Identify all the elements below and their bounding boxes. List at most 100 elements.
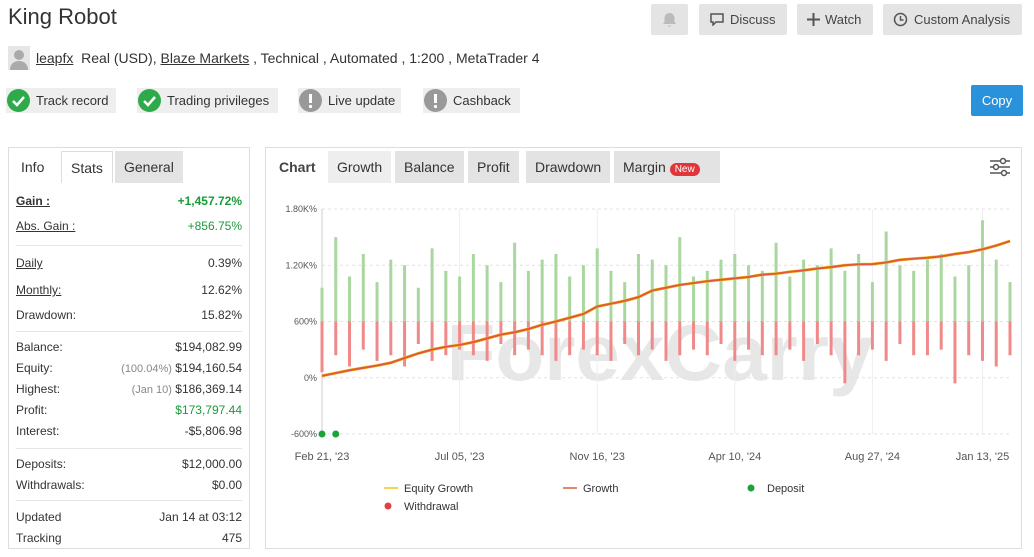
custom-analysis-button[interactable]: Custom Analysis <box>883 4 1022 35</box>
legend-label: Equity Growth <box>404 483 473 495</box>
tab[interactable]: Margin New <box>614 151 720 183</box>
notify-button[interactable] <box>651 4 688 35</box>
tab[interactable]: Stats <box>61 151 113 183</box>
y-tick-label: 600% <box>294 317 317 327</box>
tab[interactable]: General <box>115 151 183 183</box>
badge-label: Cashback <box>453 93 511 108</box>
tab[interactable]: Info <box>12 151 54 183</box>
bar <box>870 282 874 322</box>
avatar <box>8 46 30 70</box>
stat-value: 15.82% <box>201 305 242 325</box>
stat-note: (Jan 10) <box>131 384 172 396</box>
bar <box>678 321 682 356</box>
bar <box>843 321 847 384</box>
bar <box>664 265 668 322</box>
stat-label: Profit: <box>16 403 48 417</box>
bar <box>568 276 572 322</box>
bar <box>898 265 902 322</box>
bar <box>485 321 489 361</box>
tab[interactable]: Profit <box>468 151 519 183</box>
stat-row: Equity: (100.04%) $194,160.54 <box>16 358 242 378</box>
stat-label: Withdrawals: <box>16 478 85 492</box>
point <box>332 430 340 438</box>
stat-row: Updated Jan 14 at 03:12 <box>16 507 242 527</box>
stat-row: Withdrawals: $0.00 <box>16 475 242 495</box>
bar <box>870 321 874 350</box>
bar <box>568 321 572 356</box>
stat-number: -$5,806.98 <box>184 424 242 438</box>
bar <box>348 321 352 367</box>
stat-label: Balance: <box>16 340 63 354</box>
account-type: Real (USD), <box>81 50 157 66</box>
bar <box>1008 282 1012 322</box>
legend-label: Growth <box>583 483 618 495</box>
bar <box>994 259 998 322</box>
line <box>321 240 1011 377</box>
broker-link[interactable]: Blaze Markets <box>160 50 250 66</box>
bar <box>389 321 393 356</box>
bar <box>733 254 737 322</box>
stat-label: Deposits: <box>16 457 67 471</box>
bar <box>499 321 503 344</box>
bar <box>884 321 888 361</box>
badge-label: Live update <box>328 93 396 108</box>
stat-number: 15.82% <box>201 308 242 322</box>
bar <box>788 321 792 350</box>
badge-label: Track record <box>36 93 109 108</box>
bar <box>403 321 407 367</box>
bar <box>1008 321 1012 356</box>
bar <box>471 321 475 356</box>
bar <box>375 282 379 322</box>
stat-number: +1,457.72% <box>177 194 242 208</box>
y-tick-label: 0% <box>304 373 317 383</box>
tab-label: Margin <box>623 159 666 175</box>
bar <box>403 265 407 322</box>
stat-number: $194,160.54 <box>175 361 242 375</box>
bar <box>692 321 696 350</box>
stat-label: Tracking <box>16 531 62 545</box>
tab[interactable]: Chart <box>270 151 325 183</box>
tab[interactable]: Drawdown <box>526 151 611 183</box>
user-link[interactable]: leapfx <box>36 50 74 66</box>
x-tick-label: Aug 27, '24 <box>845 451 900 463</box>
bar <box>513 242 517 322</box>
y-tick-label: 1.80K% <box>285 204 317 214</box>
bar <box>458 321 462 350</box>
account-line: leapfx Real (USD), Blaze Markets , Techn… <box>36 50 539 66</box>
stat-value: $173,797.44 <box>175 400 242 420</box>
stat-label: Highest: <box>16 382 61 396</box>
tab[interactable]: Growth <box>328 151 392 183</box>
bar <box>802 259 806 322</box>
bar <box>650 321 654 350</box>
badge: Cashback <box>423 88 520 113</box>
bar <box>320 321 324 373</box>
copy-button[interactable]: Copy <box>971 85 1023 116</box>
bar <box>967 321 971 356</box>
separator <box>16 331 242 332</box>
stat-number: +856.75% <box>187 219 242 233</box>
bar <box>554 254 558 322</box>
bar <box>554 321 558 361</box>
stat-number: Jan 14 at 03:12 <box>159 510 242 524</box>
bar <box>815 321 819 344</box>
stat-number: $12,000.00 <box>181 457 242 471</box>
bar <box>802 321 806 361</box>
tab[interactable]: Balance <box>395 151 464 183</box>
stat-row: Balance: $194,082.99 <box>16 337 242 357</box>
separator <box>16 245 242 246</box>
stat-row: Drawdown: 15.82% <box>16 305 242 325</box>
bar <box>733 321 737 361</box>
stat-row: Abs. Gain : +856.75% <box>16 216 242 236</box>
settings-icon[interactable] <box>989 156 1011 178</box>
bar <box>747 321 751 350</box>
bar <box>595 248 599 322</box>
stat-number: 12.62% <box>201 283 242 297</box>
discuss-button[interactable]: Discuss <box>699 4 787 35</box>
watch-button[interactable]: Watch <box>797 4 873 35</box>
stat-value: (100.04%) $194,160.54 <box>121 358 242 379</box>
bar <box>334 237 338 322</box>
bar <box>967 265 971 322</box>
stat-row: Daily 0.39% <box>16 253 242 273</box>
bar <box>416 287 420 322</box>
bar <box>636 254 640 322</box>
